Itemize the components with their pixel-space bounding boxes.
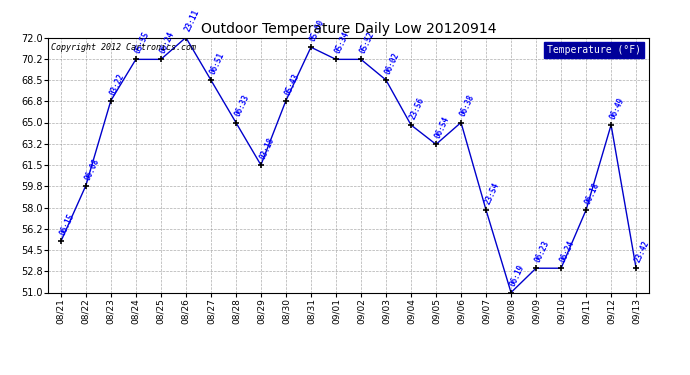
- Text: 05:34: 05:34: [333, 30, 351, 55]
- Text: 05:52: 05:52: [358, 30, 376, 55]
- Legend: Temperature (°F): Temperature (°F): [544, 42, 644, 58]
- Text: 23:42: 23:42: [633, 239, 651, 264]
- Text: 06:24: 06:24: [558, 239, 576, 264]
- Text: 06:19: 06:19: [509, 264, 526, 288]
- Text: 03:18: 03:18: [258, 136, 276, 161]
- Text: 06:24: 06:24: [158, 30, 176, 55]
- Text: 06:33: 06:33: [233, 94, 251, 118]
- Text: 23:11: 23:11: [184, 9, 201, 33]
- Text: 23:54: 23:54: [484, 181, 502, 206]
- Title: Outdoor Temperature Daily Low 20120914: Outdoor Temperature Daily Low 20120914: [201, 22, 496, 36]
- Text: 05:55: 05:55: [133, 30, 151, 55]
- Text: 06:23: 06:23: [533, 239, 551, 264]
- Text: 06:49: 06:49: [609, 96, 627, 121]
- Text: 06:54: 06:54: [433, 116, 451, 140]
- Text: 05:43: 05:43: [284, 72, 302, 96]
- Text: 03:22: 03:22: [108, 72, 126, 96]
- Text: 23:56: 23:56: [408, 96, 426, 121]
- Text: 06:51: 06:51: [208, 51, 226, 76]
- Text: Copyright 2012 Cartronics.com: Copyright 2012 Cartronics.com: [51, 43, 196, 52]
- Text: 05:60: 05:60: [308, 18, 326, 43]
- Text: 06:15: 06:15: [58, 213, 76, 237]
- Text: 06:38: 06:38: [458, 94, 476, 118]
- Text: 06:18: 06:18: [584, 181, 602, 206]
- Text: 06:02: 06:02: [384, 51, 402, 76]
- Text: 06:08: 06:08: [83, 157, 101, 182]
